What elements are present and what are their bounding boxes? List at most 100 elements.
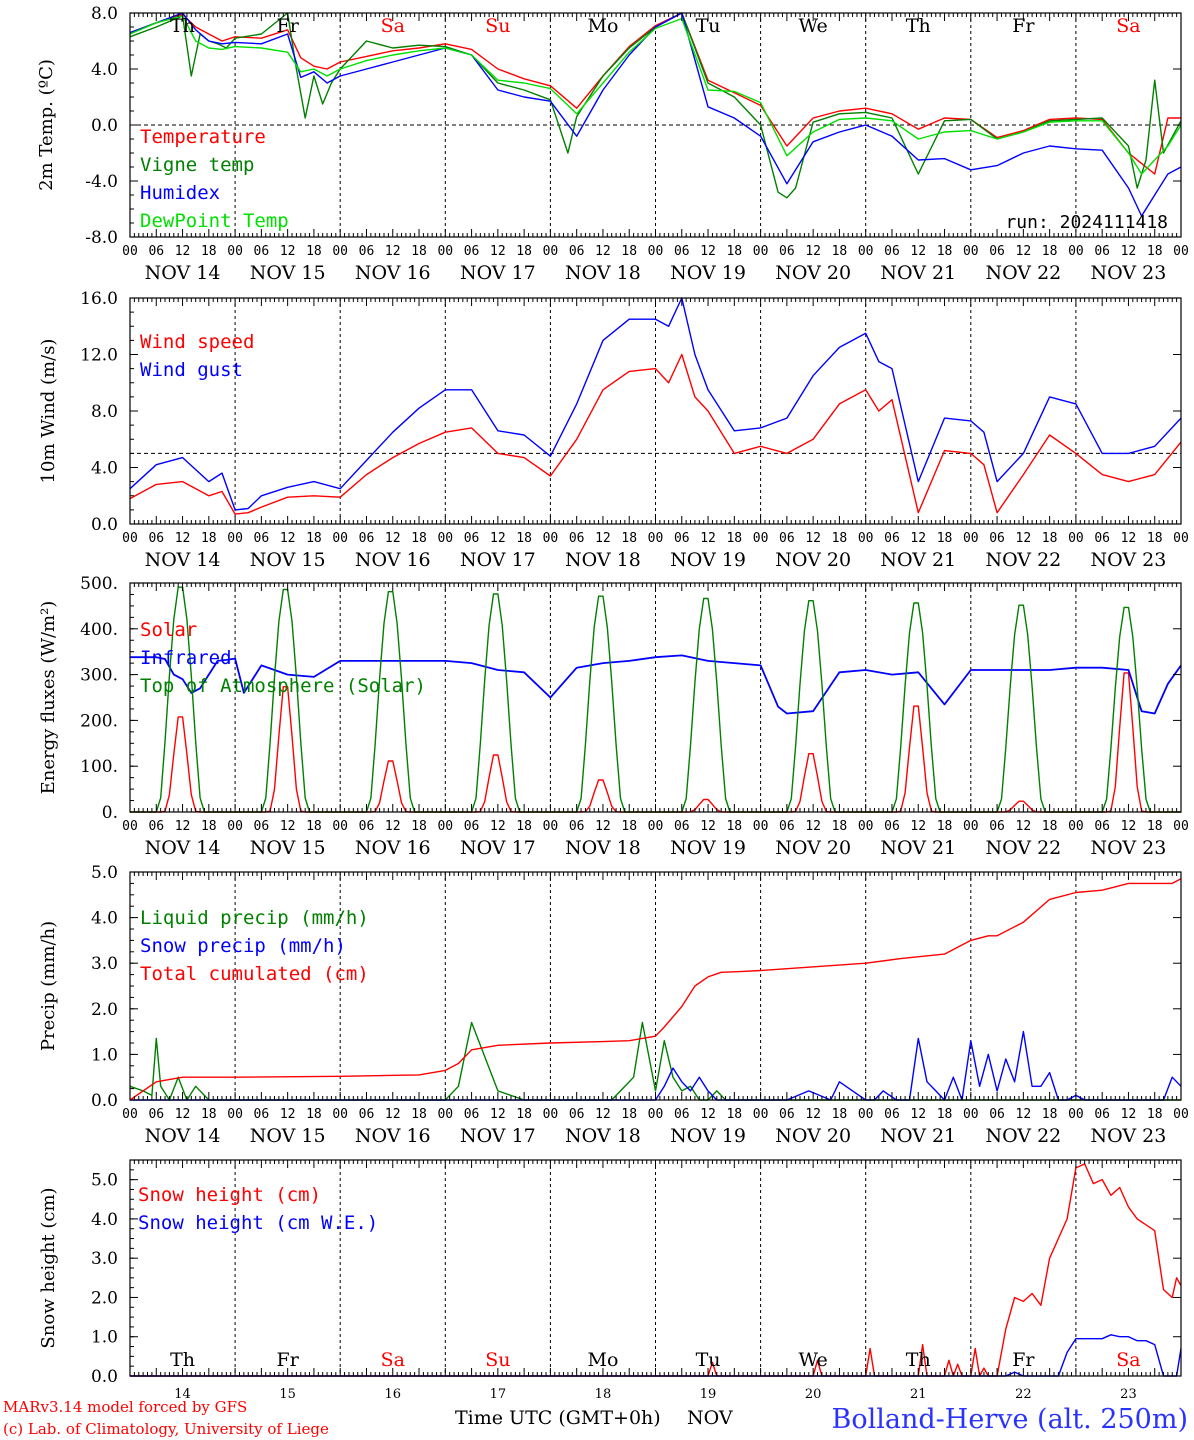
date-label: NOV 22 xyxy=(985,262,1061,284)
hour-tick-label: 18 xyxy=(306,531,322,546)
hour-tick-label: 06 xyxy=(254,819,270,834)
y-tick-label: 0.0 xyxy=(91,116,118,136)
hour-tick-label: 18 xyxy=(516,819,532,834)
hour-tick-label: 00 xyxy=(122,1107,138,1122)
bottom-date-label: 21 xyxy=(910,1387,927,1402)
date-label: NOV 23 xyxy=(1091,549,1167,571)
hour-tick-label: 12 xyxy=(805,1107,821,1122)
y-tick-label: 16.0 xyxy=(80,289,118,309)
legend-entry: Solar xyxy=(140,619,197,641)
legend-entry: Vigne temp xyxy=(140,154,254,176)
hour-tick-label: 12 xyxy=(175,244,191,259)
hour-tick-label: 18 xyxy=(201,819,217,834)
hour-tick-label: 00 xyxy=(963,1107,979,1122)
date-label: NOV 17 xyxy=(460,262,536,284)
hour-tick-label: 06 xyxy=(254,531,270,546)
hour-tick-label: 00 xyxy=(648,1107,664,1122)
hour-tick-label: 06 xyxy=(464,531,480,546)
day-of-week-label: Tu xyxy=(696,1349,721,1371)
legend-entry: Wind speed xyxy=(140,331,254,353)
bottom-date-label: 15 xyxy=(279,1387,296,1402)
y-tick-label: 3.0 xyxy=(91,954,118,974)
hour-tick-label: 18 xyxy=(201,1107,217,1122)
date-label: NOV 17 xyxy=(460,1125,536,1147)
y-tick-label: 1.0 xyxy=(91,1045,118,1065)
hour-tick-label: 18 xyxy=(516,531,532,546)
hour-tick-label: 00 xyxy=(227,1107,243,1122)
day-of-week-label: Su xyxy=(485,1349,510,1371)
hour-tick-label: 12 xyxy=(490,531,506,546)
y-tick-label: -8.0 xyxy=(85,228,118,248)
bottom-date-label: 22 xyxy=(1015,1387,1032,1402)
hour-tick-label: 06 xyxy=(464,819,480,834)
hour-tick-label: 12 xyxy=(175,1107,191,1122)
date-label: NOV 14 xyxy=(145,262,221,284)
series-line-precip-2 xyxy=(129,878,1182,1101)
day-of-week-label: Th xyxy=(170,15,195,37)
hour-tick-label: 00 xyxy=(753,531,769,546)
series-line-energy-1 xyxy=(130,654,1182,715)
y-tick-label: 2.0 xyxy=(91,1000,118,1020)
hour-tick-label: 18 xyxy=(621,819,637,834)
hour-tick-label: 06 xyxy=(989,819,1005,834)
hour-tick-label: 12 xyxy=(1016,531,1032,546)
hour-tick-label: 12 xyxy=(280,244,296,259)
hour-tick-label: 06 xyxy=(254,244,270,259)
hour-tick-label: 00 xyxy=(1173,819,1189,834)
hour-tick-label: 00 xyxy=(858,1107,874,1122)
date-label: NOV 18 xyxy=(565,837,641,859)
hour-tick-label: 18 xyxy=(621,1107,637,1122)
hour-tick-label: 06 xyxy=(569,1107,585,1122)
hour-tick-label: 18 xyxy=(726,819,742,834)
hour-tick-label: 12 xyxy=(175,819,191,834)
hour-tick-label: 00 xyxy=(122,531,138,546)
date-label: NOV 18 xyxy=(565,549,641,571)
date-label: NOV 16 xyxy=(355,837,431,859)
hour-tick-label: 12 xyxy=(1121,1107,1137,1122)
hour-tick-label: 12 xyxy=(595,819,611,834)
hour-tick-label: 18 xyxy=(726,1107,742,1122)
hour-tick-label: 18 xyxy=(516,244,532,259)
date-label: NOV 22 xyxy=(985,1125,1061,1147)
date-label: NOV 15 xyxy=(250,262,326,284)
hour-tick-label: 12 xyxy=(1016,244,1032,259)
date-label: NOV 15 xyxy=(250,1125,326,1147)
date-label: NOV 23 xyxy=(1091,837,1167,859)
date-label: NOV 21 xyxy=(880,837,956,859)
date-label: NOV 21 xyxy=(880,262,956,284)
hour-tick-label: 18 xyxy=(1147,819,1163,834)
hour-tick-label: 18 xyxy=(726,244,742,259)
y-tick-label: 200. xyxy=(80,711,118,731)
legend-entry: Temperature xyxy=(140,126,266,148)
hour-tick-label: 06 xyxy=(359,244,375,259)
day-of-week-label: Fr xyxy=(277,1349,300,1371)
hour-tick-label: 00 xyxy=(122,244,138,259)
hour-tick-label: 00 xyxy=(1068,244,1084,259)
hour-tick-label: 12 xyxy=(805,531,821,546)
run-label: run: 2024111418 xyxy=(1005,212,1168,233)
hour-tick-label: 00 xyxy=(437,244,453,259)
hour-tick-label: 00 xyxy=(1068,1107,1084,1122)
hour-tick-label: 06 xyxy=(674,819,690,834)
series-line-precip-1 xyxy=(130,1030,1182,1101)
hour-tick-label: 00 xyxy=(963,819,979,834)
hour-tick-label: 06 xyxy=(569,244,585,259)
hour-tick-label: 18 xyxy=(832,531,848,546)
date-label: NOV 18 xyxy=(565,1125,641,1147)
date-label: NOV 20 xyxy=(775,1125,851,1147)
y-tick-label: 4.0 xyxy=(91,60,118,80)
bottom-date-label: 17 xyxy=(490,1387,507,1402)
day-of-week-label: Th xyxy=(906,1349,931,1371)
y-axis-label-wind: 10m Wind (m/s) xyxy=(38,339,59,484)
bottom-date-label: 16 xyxy=(384,1387,401,1402)
date-label: NOV 14 xyxy=(145,1125,221,1147)
series-line-wind-1 xyxy=(129,297,1182,511)
hour-tick-label: 06 xyxy=(674,531,690,546)
hour-tick-label: 18 xyxy=(1147,531,1163,546)
date-label: NOV 22 xyxy=(985,837,1061,859)
hour-tick-label: 06 xyxy=(989,1107,1005,1122)
hour-tick-label: 00 xyxy=(858,819,874,834)
hour-tick-label: 00 xyxy=(543,244,559,259)
day-of-week-label: Sa xyxy=(1116,15,1140,37)
